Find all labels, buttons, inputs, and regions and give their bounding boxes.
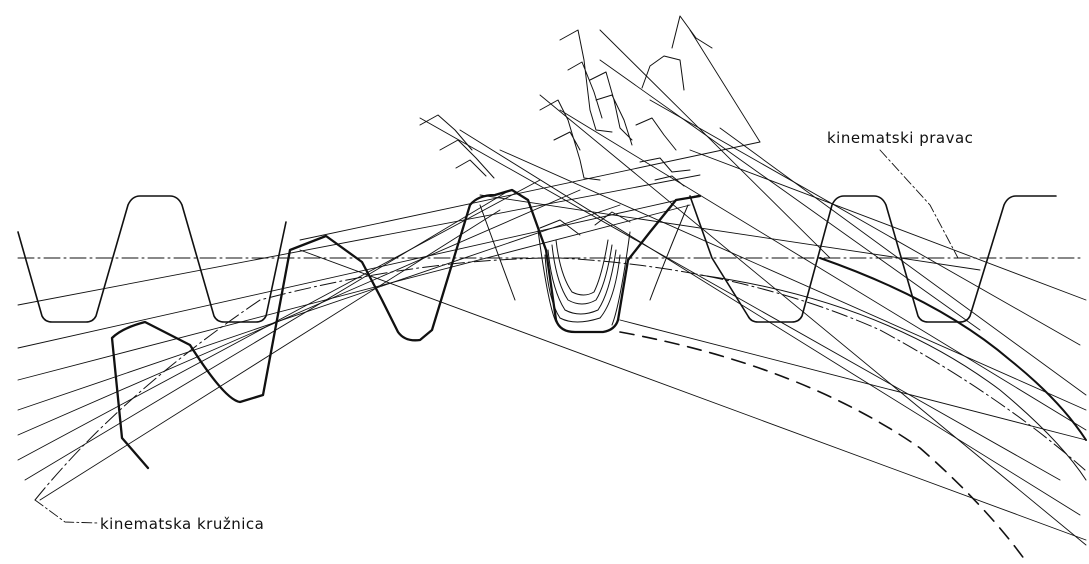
tooth-space-profiles [479, 204, 689, 326]
pitch-circle-label: kinematska kružnica [100, 515, 265, 533]
pitch-circle-leader [34, 499, 99, 524]
root-circle [619, 331, 1026, 561]
generated-gear-profile [110, 188, 702, 470]
addendum-arc [819, 257, 1087, 441]
rack-profile [17, 195, 1057, 323]
pitch-line-leader [879, 149, 959, 259]
generating-rays [17, 29, 1087, 546]
outer-arc [699, 274, 1087, 481]
tool-positions [419, 15, 713, 236]
pitch-line-label: kinematski pravac [827, 129, 974, 147]
pitch-circle [34, 257, 1086, 501]
